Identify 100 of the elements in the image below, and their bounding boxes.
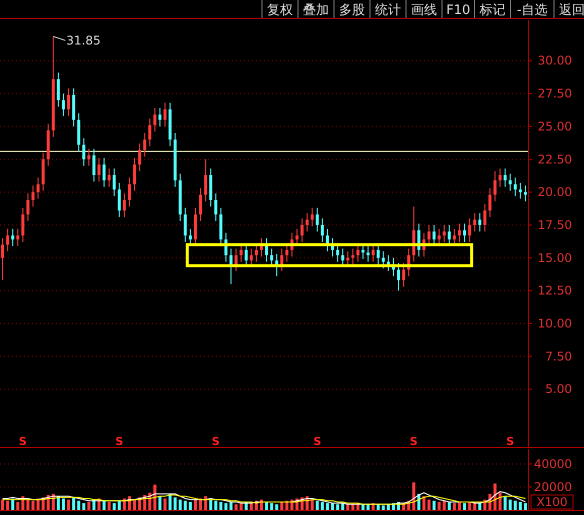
annotation: S [115, 435, 124, 448]
candlestick [11, 228, 14, 246]
y-tick-label: 20000 [534, 480, 572, 494]
bar [310, 500, 314, 510]
bar [250, 503, 253, 510]
candlestick [21, 207, 24, 243]
candlestick [306, 212, 309, 232]
candlestick [204, 158, 208, 202]
candlestick [478, 212, 482, 232]
y-tick-label: 22.50 [538, 152, 572, 166]
bar [214, 500, 218, 510]
y-tick-label: 12.50 [538, 284, 572, 298]
candlestick [138, 143, 142, 172]
bar [62, 498, 65, 510]
candlestick [67, 88, 70, 116]
candlestick [280, 248, 284, 272]
annotation: S [506, 435, 514, 448]
bar [168, 494, 172, 510]
candlestick [118, 182, 121, 218]
text: 31.85 [66, 33, 101, 48]
candlestick [148, 118, 152, 147]
text: 叠加 [303, 3, 329, 18]
bar [275, 504, 278, 510]
bar [432, 500, 436, 510]
candlestick [62, 93, 65, 116]
bar [36, 498, 40, 510]
bar [199, 498, 202, 510]
y-axis-title: X100 [536, 495, 568, 509]
candlestick [524, 185, 527, 202]
line-series [2, 494, 526, 505]
bar [26, 500, 30, 510]
annotation: S [313, 435, 322, 448]
bar [158, 496, 162, 510]
candlestick [473, 212, 476, 232]
candlestick [87, 148, 90, 166]
bar [265, 502, 268, 510]
annotation: S [18, 435, 27, 448]
bar [346, 504, 350, 510]
bar [351, 504, 354, 510]
candlestick [98, 157, 100, 182]
candlestick [518, 182, 522, 200]
bar [326, 503, 329, 510]
text: 复权 [267, 3, 293, 18]
candlestick [102, 157, 106, 188]
candlestick [463, 223, 466, 243]
candlestick [6, 228, 10, 252]
bar [240, 503, 243, 510]
candlestick [199, 188, 202, 222]
bar [153, 484, 156, 510]
candlestick [164, 102, 166, 127]
candlestick [234, 248, 238, 272]
bar [386, 504, 390, 510]
candlestick [36, 177, 40, 200]
bar [108, 502, 111, 510]
candlestick [32, 185, 34, 208]
candlestick [92, 148, 96, 182]
bar [504, 496, 507, 510]
bar [448, 502, 451, 510]
bar [174, 497, 177, 510]
bar [442, 500, 446, 510]
bar [494, 484, 496, 510]
bar [508, 500, 512, 510]
bar [230, 502, 232, 510]
bar [87, 502, 90, 510]
bar [209, 500, 212, 510]
bar [514, 500, 517, 510]
bar [412, 482, 416, 510]
bar [362, 504, 364, 510]
bar [32, 500, 34, 510]
bar [336, 504, 340, 510]
bar [366, 504, 370, 510]
y-tick-label: 10.00 [538, 316, 572, 330]
candlestick [143, 132, 146, 158]
bar [458, 502, 461, 510]
candlestick [320, 218, 324, 243]
bar [1, 500, 4, 510]
candlestick [1, 238, 4, 281]
bar [234, 504, 238, 510]
bar [82, 503, 86, 510]
candlestick [483, 203, 486, 232]
candlestick [153, 108, 156, 132]
bar [468, 502, 472, 510]
candlestick [402, 262, 406, 288]
bar [77, 500, 80, 510]
bar [316, 500, 319, 510]
bar [498, 492, 502, 510]
text: 标记 [478, 3, 506, 18]
bar [341, 503, 344, 510]
candlestick [442, 224, 446, 243]
text: 多股 [339, 3, 365, 18]
bar [428, 500, 430, 510]
bar [102, 500, 106, 510]
candlestick [494, 170, 496, 202]
candlestick [351, 248, 354, 265]
bar [11, 498, 14, 510]
candlestick [366, 245, 370, 262]
y-tick-label: 5.00 [545, 382, 572, 396]
candlestick [112, 168, 116, 197]
bar [463, 503, 466, 510]
candlestick [504, 168, 507, 188]
